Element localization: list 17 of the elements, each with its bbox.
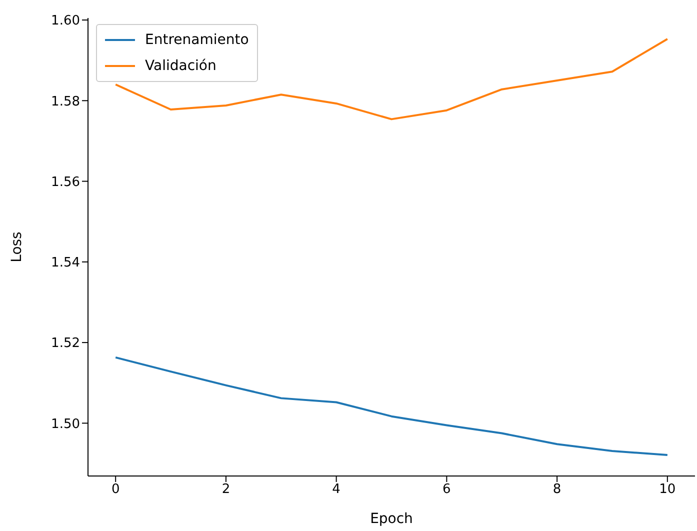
y-tick-label: 1.60 [51,14,80,29]
y-tick-label: 1.58 [51,94,80,110]
line-series [114,356,668,456]
x-tick-label: 10 [659,482,676,498]
x-tick-label: 8 [552,482,562,498]
legend-label: Entrenamiento [145,32,249,48]
y-axis-title: Loss [8,232,25,262]
x-tick-label: 0 [111,482,120,498]
y-tick-label: 1.54 [51,256,80,271]
y-tick-label: 1.56 [51,174,80,190]
y-tick-label: 1.52 [51,336,80,352]
x-tick-label: 4 [332,482,340,498]
legend-label: Validación [145,58,216,74]
x-tick-label: 2 [222,482,230,498]
x-axis-title: Epoch [370,511,413,527]
y-tick-label: 1.50 [51,416,80,432]
x-tick-label: 6 [442,482,451,498]
